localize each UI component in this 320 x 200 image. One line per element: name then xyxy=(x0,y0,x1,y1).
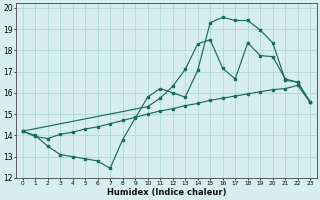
X-axis label: Humidex (Indice chaleur): Humidex (Indice chaleur) xyxy=(107,188,226,197)
